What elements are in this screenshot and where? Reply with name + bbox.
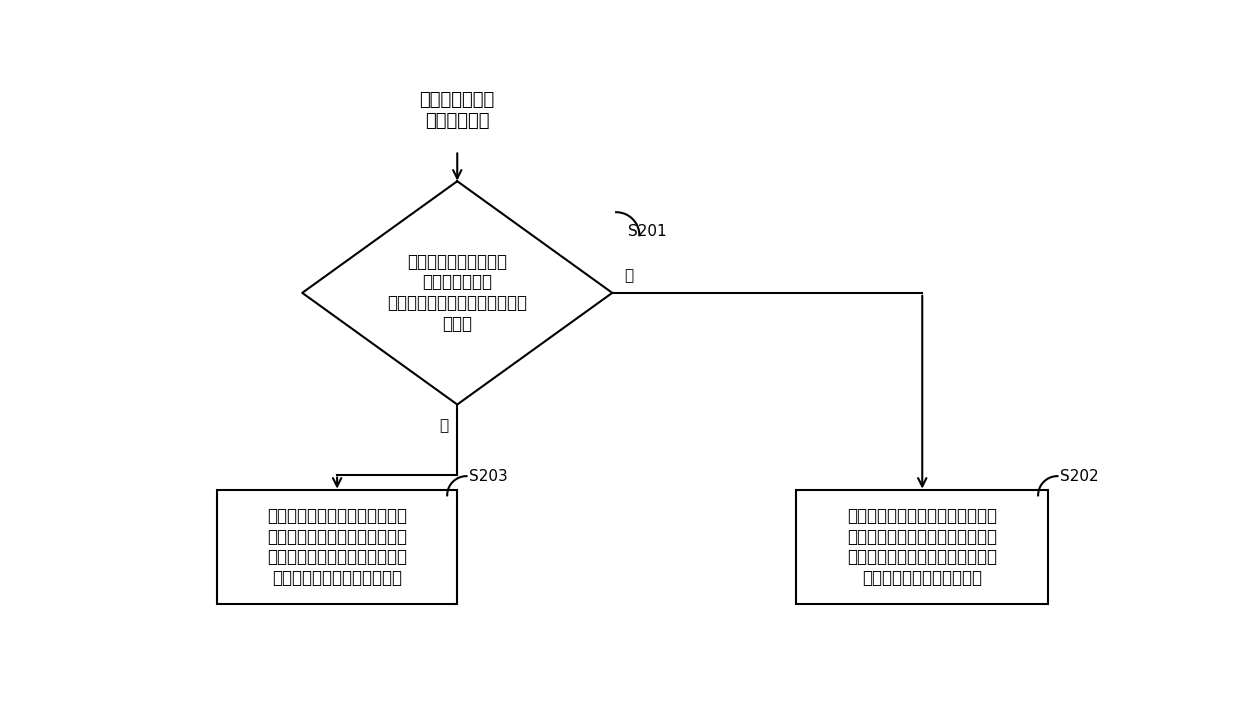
Text: S203: S203: [469, 469, 507, 484]
Text: 删除脚本信息的
脚本更新指令: 删除脚本信息的 脚本更新指令: [419, 91, 495, 130]
Bar: [217, 490, 458, 604]
Text: 检测该脚本信息对应的
控件信息是否与
操作步骤表中的其他操作步骤信
息关联: 检测该脚本信息对应的 控件信息是否与 操作步骤表中的其他操作步骤信 息关联: [387, 253, 527, 333]
Text: S202: S202: [1060, 469, 1099, 484]
Text: 当检测到所述脚本信息对应的控
件信息与其他操作步骤信息关联
时，保留所述脚本信息对应的控
件信息在所述控件表中的记录: 当检测到所述脚本信息对应的控 件信息与其他操作步骤信息关联 时，保留所述脚本信息…: [267, 507, 407, 587]
Text: 当检测到所述脚本信息对应的控件
信息没有与其他操作步骤信息关联
时，删除所述脚本信息对应的控件
信息在所述控件表中的记录: 当检测到所述脚本信息对应的控件 信息没有与其他操作步骤信息关联 时，删除所述脚本…: [847, 507, 997, 587]
Text: S201: S201: [627, 224, 666, 239]
Text: 是: 是: [439, 418, 448, 433]
Bar: [796, 490, 1048, 604]
Text: 否: 否: [624, 268, 632, 284]
